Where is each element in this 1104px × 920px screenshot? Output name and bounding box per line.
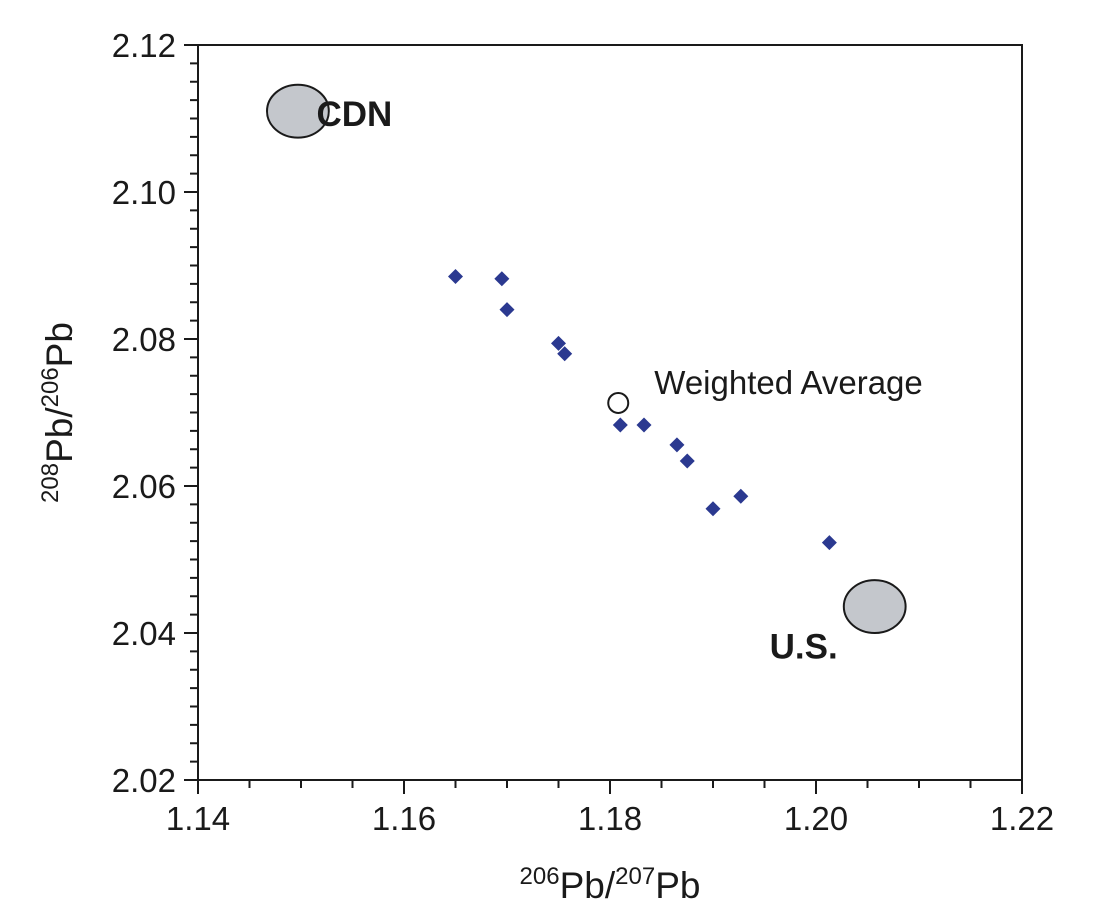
x-axis-title: 206Pb/207Pb	[520, 863, 701, 906]
y-tick-label: 2.08	[112, 321, 176, 358]
sample-point	[499, 302, 515, 318]
minor-ticks	[184, 44, 1023, 794]
reference-ellipse-us	[842, 579, 907, 634]
annotation-cdn: CDN	[316, 95, 392, 134]
x-axis-title-sup1: 206	[520, 863, 560, 890]
x-axis-title-main1: Pb/	[560, 865, 616, 906]
y-tick-label: 2.04	[112, 615, 176, 652]
sample-point	[448, 269, 463, 285]
annotations: CDN Weighted Average U.S.	[316, 95, 922, 667]
sample-point	[821, 535, 837, 551]
y-tick-label: 2.10	[112, 174, 176, 211]
data-points	[448, 269, 837, 551]
weighted-average-point	[607, 391, 630, 414]
y-axis-title-main2: Pb	[39, 322, 80, 367]
y-axis-title: 208Pb/206Pb	[37, 322, 80, 503]
sample-point	[551, 335, 566, 351]
y-tick-label: 2.12	[112, 27, 176, 64]
sample-point	[679, 453, 695, 469]
annotation-u-s: U.S.	[770, 628, 838, 667]
x-tick-label: 1.16	[372, 800, 436, 837]
sample-point	[669, 437, 685, 453]
y-axis-title-main1: Pb/	[39, 407, 80, 463]
sample-point	[557, 346, 573, 362]
y-axis-title-sup1: 208	[37, 463, 64, 503]
plot-frame	[197, 44, 1023, 781]
sample-point	[705, 501, 721, 517]
x-tick-label: 1.20	[784, 800, 848, 837]
x-tick-label: 1.22	[990, 800, 1054, 837]
y-axis-title-sup2: 206	[37, 367, 64, 407]
reference-ellipse-cdn	[266, 83, 330, 139]
x-tick-label: 1.14	[166, 800, 230, 837]
x-axis-title-sup2: 207	[615, 863, 655, 890]
annotation-weighted-average: Weighted Average	[654, 364, 922, 401]
x-tick-labels: 1.14 1.16 1.18 1.20 1.22	[166, 800, 1054, 837]
x-tick-label: 1.18	[578, 800, 642, 837]
sample-point	[733, 488, 749, 504]
sample-point	[636, 417, 652, 433]
axes	[197, 44, 1023, 781]
y-tick-labels: 2.02 2.04 2.06 2.08 2.10 2.12	[112, 27, 176, 799]
y-tick-label: 2.02	[112, 762, 176, 799]
x-axis-title-main2: Pb	[655, 865, 700, 906]
y-tick-label: 2.06	[112, 468, 176, 505]
sample-point	[494, 271, 510, 287]
reference-ellipses	[266, 83, 907, 634]
sample-point	[612, 417, 628, 433]
